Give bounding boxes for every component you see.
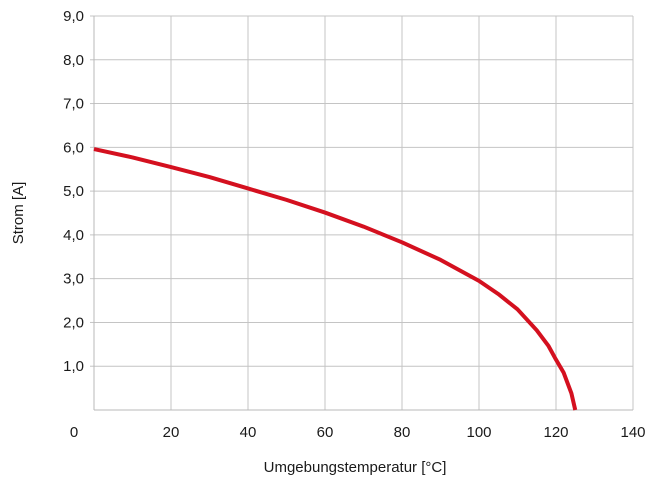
y-tick-label: 4,0	[63, 227, 84, 244]
x-tick-label: 80	[394, 424, 411, 441]
grid	[90, 15, 634, 411]
y-tick-label: 3,0	[63, 271, 84, 288]
x-tick-label: 0	[70, 424, 78, 441]
y-tick-label: 8,0	[63, 52, 84, 69]
y-axis-ticks: 1,0 2,0 3,0 4,0 5,0 6,0 7,0 8,0 9,0	[63, 8, 84, 375]
y-tick-label: 6,0	[63, 139, 84, 156]
y-tick-label: 9,0	[63, 8, 84, 25]
x-tick-label: 40	[240, 424, 257, 441]
x-axis-title: Umgebungstemperatur [°C]	[264, 459, 447, 476]
x-tick-label: 20	[163, 424, 180, 441]
y-tick-label: 1,0	[63, 358, 84, 375]
y-tick-label: 2,0	[63, 314, 84, 331]
x-tick-label: 120	[543, 424, 568, 441]
series-line	[93, 147, 578, 411]
series	[93, 147, 578, 411]
y-tick-label: 5,0	[63, 183, 84, 200]
x-tick-label: 140	[620, 424, 645, 441]
y-tick-label: 7,0	[63, 96, 84, 113]
x-tick-label: 100	[466, 424, 491, 441]
x-axis-ticks: 0 20 40 60 80 100 120 140	[70, 424, 646, 441]
x-tick-label: 60	[317, 424, 334, 441]
y-axis-title: Strom [A]	[10, 182, 27, 245]
